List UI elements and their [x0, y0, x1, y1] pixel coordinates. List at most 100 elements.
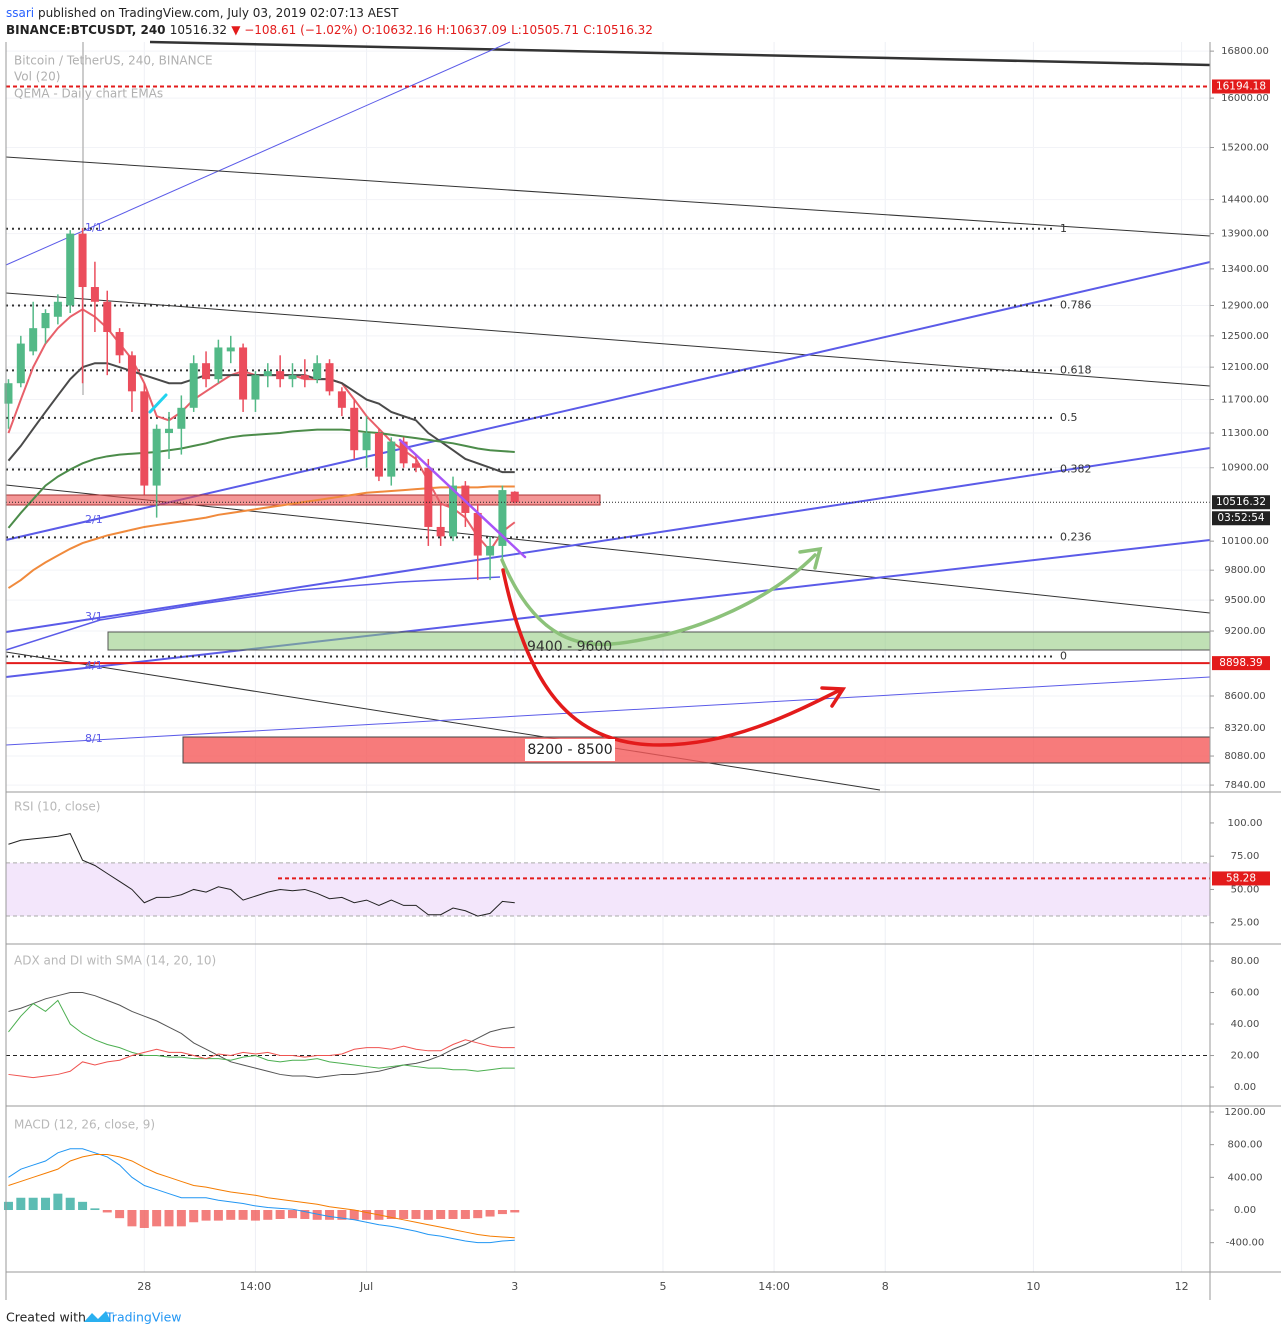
y-tick-label: 50.00 — [1231, 884, 1260, 895]
ema-line — [5, 576, 501, 651]
projection-arrow — [501, 568, 842, 747]
trend-line — [5, 651, 881, 791]
y-tick-label: 8080.00 — [1224, 751, 1265, 762]
x-tick-label: 3 — [511, 1280, 518, 1293]
candle-body — [140, 391, 149, 486]
trend-line — [5, 41, 511, 266]
y-tick-label: 7840.00 — [1224, 780, 1265, 791]
candle-body — [510, 491, 519, 503]
candle-body — [362, 433, 371, 451]
candle-body — [387, 441, 396, 477]
candle-body — [374, 433, 383, 477]
histogram-bar — [473, 1210, 483, 1219]
y-tick-label: 1200.00 — [1224, 1107, 1265, 1118]
histogram-bar — [152, 1210, 162, 1227]
trend-line — [5, 484, 1211, 614]
author: ssari — [6, 6, 34, 20]
candle-body — [337, 391, 346, 408]
candle-body — [189, 363, 198, 408]
countdown: 03:52:54 — [1217, 512, 1264, 524]
histogram-bar — [226, 1210, 236, 1220]
candle-body — [251, 375, 260, 400]
indicator-line — [8, 992, 515, 1079]
arrow-head — [820, 686, 847, 708]
histogram-bar — [325, 1210, 335, 1220]
candle-body — [226, 347, 235, 352]
fib-label: 0.786 — [1060, 299, 1092, 312]
candle-body — [313, 363, 322, 380]
histogram-bar — [102, 1210, 112, 1213]
x-tick-label: 10 — [1026, 1280, 1040, 1293]
price-tag-box — [1212, 656, 1270, 671]
candle-body — [449, 485, 458, 537]
y-tick-label: 13400.00 — [1221, 264, 1269, 275]
gann-line — [5, 676, 1211, 746]
histogram-bar — [485, 1210, 495, 1217]
fib-label: 0.236 — [1060, 530, 1092, 543]
candle-body — [214, 347, 223, 380]
histogram-bar — [362, 1210, 372, 1220]
grid-layer — [6, 42, 1210, 1272]
plot-layer: 28 14:00 Jul 3 5 14:00 8 10 1216800.0016000.0015… — [3, 46, 1270, 1293]
ohlc-high: H:10637.09 — [437, 23, 507, 37]
candle-body — [473, 512, 482, 556]
fib-label: 0.5 — [1060, 411, 1078, 424]
y-tick-label: 0.00 — [1234, 1082, 1256, 1093]
change: ▼ −108.61 (−1.02%) — [231, 23, 357, 37]
trend-line — [148, 393, 168, 414]
y-tick-label: 75.00 — [1231, 851, 1260, 862]
y-tick-label: 25.00 — [1231, 918, 1260, 929]
candle-body — [399, 441, 408, 464]
panel-title: RSI (10, close) — [14, 800, 100, 814]
countdown-box — [1212, 511, 1270, 526]
gann-label: 1/1 — [85, 221, 103, 234]
histogram-bar — [164, 1210, 174, 1227]
gann-label: 3/1 — [85, 610, 103, 623]
x-tick-label: 8 — [882, 1280, 889, 1293]
y-tick-label: 100.00 — [1228, 818, 1263, 829]
histogram-bar — [78, 1201, 88, 1211]
candle-body — [350, 407, 359, 451]
gann-label: 8/1 — [85, 732, 103, 745]
trend-line — [5, 292, 1211, 387]
price-tag: 10516.32 — [1216, 496, 1266, 508]
level-tag-box — [1212, 871, 1270, 886]
candle-body — [127, 355, 136, 392]
candle-body — [115, 331, 124, 356]
x-tick-label: 28 — [137, 1280, 151, 1293]
legend-entry: Bitcoin / TetherUS, 240, BINANCE — [14, 54, 213, 68]
candle-body — [411, 463, 420, 468]
arrow-head — [798, 546, 823, 570]
histogram-bar — [386, 1210, 396, 1219]
candle-body — [4, 383, 13, 404]
y-tick-label: 400.00 — [1228, 1172, 1263, 1183]
histogram-bar — [312, 1210, 322, 1220]
candle-body — [90, 287, 99, 302]
histogram-bar — [399, 1210, 409, 1219]
y-tick-label: 10100.00 — [1221, 536, 1269, 547]
price-tag-box — [1212, 79, 1270, 94]
indicator-line — [8, 1148, 515, 1244]
y-tick-label: 14400.00 — [1221, 195, 1269, 206]
x-tick-label: 14:00 — [240, 1280, 272, 1293]
histogram-bar — [436, 1210, 446, 1219]
histogram-bar — [189, 1210, 199, 1223]
histogram-bar — [28, 1197, 38, 1211]
candle-body — [41, 313, 50, 329]
candle-body — [152, 428, 161, 486]
candle-body — [78, 233, 87, 288]
indicator-line — [8, 999, 515, 1072]
fib-label: 0.618 — [1060, 363, 1092, 376]
price-tag-box — [1212, 495, 1270, 510]
y-tick-label: 11300.00 — [1221, 428, 1269, 439]
y-tick-label: 12100.00 — [1221, 362, 1269, 373]
publish-line: ssari published on TradingView.com, July… — [6, 6, 399, 20]
histogram-bar — [176, 1210, 186, 1227]
zone-label: 8200 - 8500 — [527, 742, 612, 758]
histogram-bar — [287, 1210, 297, 1219]
candle-body — [436, 526, 445, 537]
candle-body — [461, 485, 470, 513]
y-tick-label: 0.00 — [1234, 1205, 1256, 1216]
price-tag: 16194.18 — [1216, 80, 1266, 92]
x-tick-label: Jul — [359, 1280, 373, 1293]
